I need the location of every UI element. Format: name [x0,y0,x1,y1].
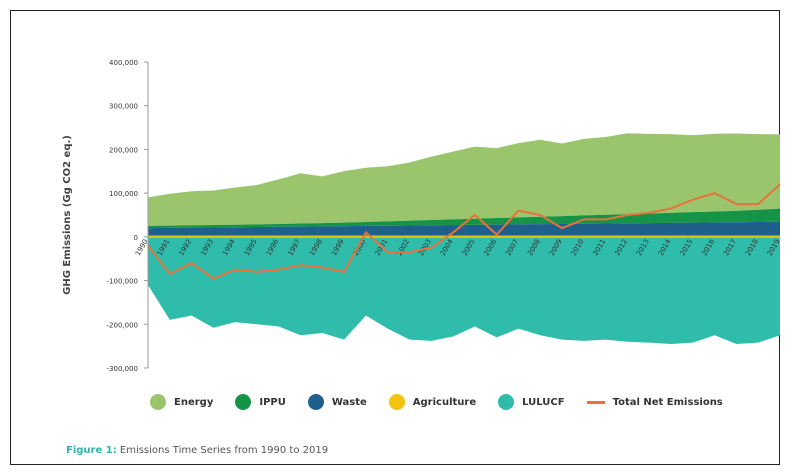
legend-energy: Energy [150,394,213,410]
legend-agriculture: Agriculture [388,394,477,410]
total-net-emissions-line [147,183,781,280]
legend-lulucf: LULUCF [498,394,565,410]
figure-caption: Figure 1: Emissions Time Series from 199… [66,445,328,456]
figure-label: Figure 1: [66,445,117,456]
legend-waste-label: Waste [331,396,367,408]
figure-caption-text: Emissions Time Series from 1990 to 2019 [116,445,329,456]
legend-total-net: Total Net Emissions [586,396,723,408]
y-tick-label: -300,000 [107,365,138,373]
ippu-area [148,208,780,229]
legend-lulucf-swatch [498,394,515,410]
legend-total-net-swatch [586,400,605,404]
y-tick-label: 0 [134,234,138,242]
y-tick-label: -100,000 [107,278,138,286]
legend-energy-swatch [150,394,166,410]
legend-ippu-label: IPPU [259,396,286,408]
legend-total-net-label: Total Net Emissions [612,396,723,408]
y-tick-label: 200,000 [109,146,138,154]
legend-waste: Waste [307,394,367,410]
legend-agriculture-label: Agriculture [412,396,477,408]
chart-legend: Energy IPPU Waste Agriculture LULUCF Tot… [150,394,723,410]
legend-energy-label: Energy [174,396,214,408]
legend-waste-swatch [307,394,324,410]
y-tick-label: -200,000 [107,321,138,329]
waste-area [148,221,780,236]
y-tick-label: 100,000 [109,190,138,198]
legend-ippu: IPPU [235,394,286,410]
legend-agriculture-swatch [388,394,405,410]
lulucf-area [148,236,780,344]
y-axis-title: GHG Emissions (Gg CO2 eq.) [62,135,73,295]
legend-lulucf-label: LULUCF [522,396,565,408]
y-tick-label: 300,000 [109,103,138,111]
legend-ippu-swatch [235,394,252,410]
energy-area [148,133,780,226]
y-tick-label: 400,000 [109,59,138,67]
